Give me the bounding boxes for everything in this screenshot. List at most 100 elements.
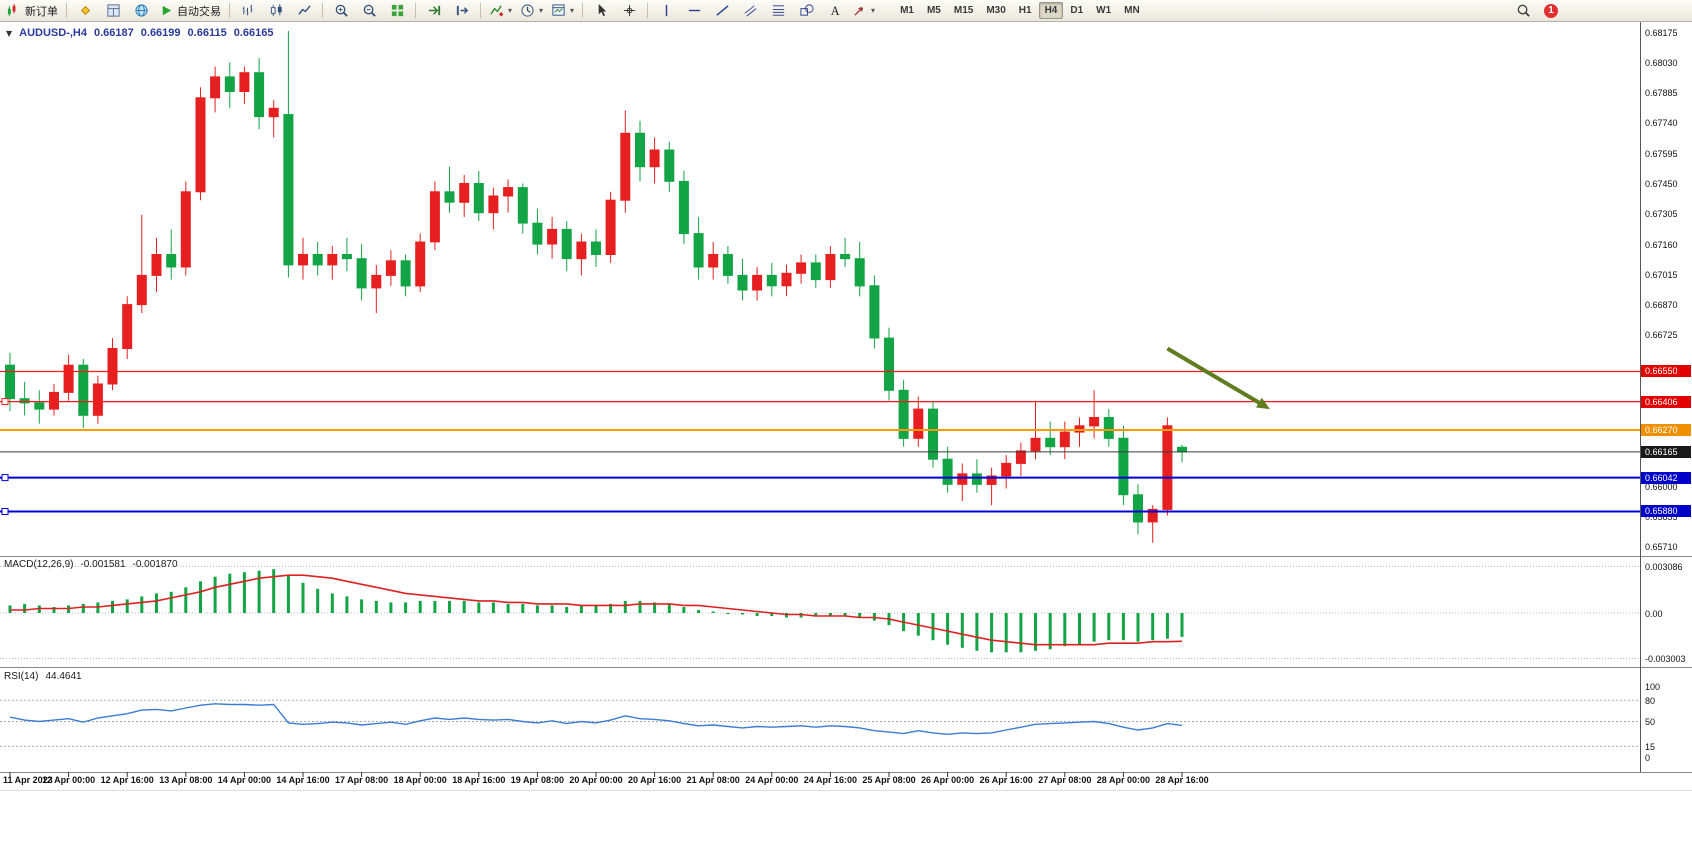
chart-canvas[interactable]: 0.68175 0.68030 0.67885 0.67740 0.67595 0.674…: [0, 22, 1692, 852]
timeframe-button-m30[interactable]: M30: [986, 5, 1006, 16]
ohlc-low: 0.66115: [187, 27, 227, 39]
toolbar-separator: [322, 3, 323, 18]
auto-trading-button[interactable]: 自动交易: [156, 0, 224, 21]
crosshair-tool-button[interactable]: [616, 0, 642, 21]
rsi-name: RSI(14): [4, 671, 39, 682]
auto-scroll-button[interactable]: [421, 0, 447, 21]
trendline-tool-button[interactable]: [709, 0, 735, 21]
tile-windows-button[interactable]: [384, 0, 410, 21]
periodicity-menu-button[interactable]: ▾: [517, 0, 546, 21]
bar-chart-mode-button[interactable]: [235, 0, 261, 21]
timeframe-button-w1[interactable]: W1: [1096, 5, 1112, 16]
tile-icon: [391, 4, 403, 17]
neworder-icon: [7, 3, 16, 17]
toolbar-separator: [582, 3, 584, 18]
search-icon: [1517, 4, 1530, 17]
timeframe-button-mn[interactable]: MN: [1124, 5, 1140, 16]
macd-indicator-label: MACD(12,26,9) -0.001581 -0.001870: [4, 559, 178, 570]
cursor-icon: [598, 3, 606, 17]
line-chart-mode-button[interactable]: [291, 0, 317, 21]
ohlc-high: 0.66199: [140, 27, 181, 39]
new-order-button[interactable]: 新订单: [4, 0, 61, 21]
horizontal-line-tool-button[interactable]: [681, 0, 707, 21]
clock-icon: [521, 4, 534, 17]
channel-tool-button[interactable]: [737, 0, 763, 21]
toolbar-separator: [229, 3, 230, 18]
price-axis[interactable]: [1641, 22, 1692, 772]
toolbar-separator: [415, 3, 416, 18]
crosshair-icon: [623, 4, 635, 17]
channel-icon: [744, 5, 756, 17]
web-community-button[interactable]: [128, 0, 154, 21]
hline-0.65880[interactable]: [0, 508, 1640, 515]
line-icon: [297, 5, 311, 15]
timeframe-buttons: M1 M5 M15 M30 H1 H4 D1 W1 MN: [894, 2, 1146, 19]
dropdown-caret-icon: ▾: [871, 6, 876, 15]
arrowtool-icon: [854, 7, 864, 16]
toolbar-right: 1: [1510, 0, 1558, 21]
time-axis[interactable]: [0, 772, 1640, 792]
fibo-icon: [772, 5, 784, 16]
market-depth-button[interactable]: [100, 0, 126, 21]
template-icon: [552, 4, 565, 16]
zoomout-icon: [363, 4, 376, 17]
ohlc-close: 0.66165: [233, 27, 274, 39]
arrows-tool-button[interactable]: ▾: [849, 0, 878, 21]
zoom-out-button[interactable]: [356, 0, 382, 21]
macd-main-value: -0.001581: [80, 559, 126, 570]
chart-shift-button[interactable]: [449, 0, 475, 21]
timeframe-button-d1[interactable]: D1: [1070, 5, 1084, 16]
search-button[interactable]: [1510, 0, 1536, 21]
text-tool-button[interactable]: A: [821, 0, 847, 21]
chart-collapse-icon[interactable]: ▼: [6, 28, 13, 38]
new-order-button-label: 新订单: [25, 5, 58, 18]
candle-icon: [270, 3, 282, 17]
timeframe-button-m5[interactable]: M5: [926, 5, 941, 16]
shapes-tool-button[interactable]: [793, 0, 819, 21]
fibonacci-tool-button[interactable]: [765, 0, 791, 21]
toolbar: 新订单 自动交易 ▾ ▾ ▾ A ▾ M1 M5 M15 M30 H1 H4 D1 W1 MN 1: [0, 0, 1692, 22]
depth-icon: [106, 4, 120, 17]
expert-icon: [80, 5, 90, 16]
hline-0.66042[interactable]: [0, 474, 1640, 482]
globe-icon: [134, 4, 148, 17]
zoom-in-button[interactable]: [328, 0, 354, 21]
shapes-icon: [799, 4, 814, 16]
timeframe-button-m1[interactable]: M1: [900, 5, 914, 16]
rsi-indicator-label: RSI(14) 44.4641: [4, 671, 82, 682]
autoscroll-icon: [428, 5, 440, 16]
expert-advisors-button[interactable]: [72, 0, 98, 21]
timeframe-button-h4[interactable]: H4: [1038, 2, 1064, 19]
toolbar-buttons: 新订单 自动交易 ▾ ▾ ▾ A ▾ M1 M5 M15 M30 H1 H4 D1 W1 MN: [4, 0, 1146, 21]
autoplay-icon: [162, 5, 172, 16]
timeframe-button-m15[interactable]: M15: [953, 5, 974, 16]
macd-signal-value: -0.001870: [132, 559, 178, 570]
indicators-menu-button[interactable]: ▾: [486, 0, 515, 21]
hline-0.66406[interactable]: [0, 398, 1640, 406]
cursor-tool-button[interactable]: [588, 0, 614, 21]
trend-arrow-annotation[interactable]: [1166, 346, 1270, 410]
chart-symbol-header: ▼ AUDUSD-,H4 0.66187 0.66199 0.66115 0.6…: [6, 27, 273, 39]
templates-menu-button[interactable]: ▾: [548, 0, 577, 21]
symbol-name: AUDUSD-,H4: [19, 27, 87, 39]
indicator-icon: [490, 5, 504, 17]
rsi-panel: [0, 699, 1640, 747]
notification-badge[interactable]: 1: [1544, 3, 1558, 18]
hline-icon: [688, 9, 700, 12]
dropdown-caret-icon: ▾: [539, 6, 544, 15]
candlestick-series: [5, 31, 1187, 543]
vertical-line-tool-button[interactable]: [653, 0, 679, 21]
timeframe-button-h1[interactable]: H1: [1018, 5, 1032, 16]
macd-panel: [0, 565, 1640, 659]
vline-icon: [665, 4, 667, 17]
candlestick-mode-button[interactable]: [263, 0, 289, 21]
panel-separators: [0, 22, 1692, 791]
macd-name: MACD(12,26,9): [4, 559, 74, 570]
time-ticks: [9, 772, 1183, 777]
text-icon: A: [830, 4, 839, 18]
ohlc-open: 0.66187: [94, 27, 134, 39]
svg-text:A: A: [830, 4, 839, 18]
macd-histogram: [8, 569, 1184, 653]
